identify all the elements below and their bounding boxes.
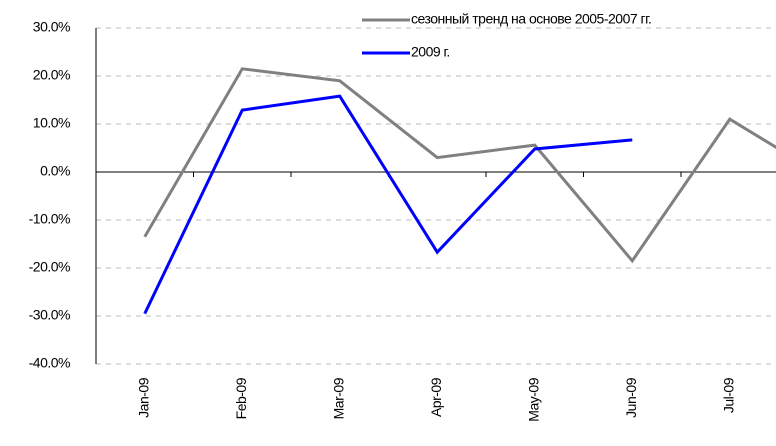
x-tick-label: Jan-09 [135,377,151,418]
y-tick-label: -10.0% [29,211,70,227]
x-tick-label: Jul-09 [720,377,736,413]
series-line [143,67,776,264]
series-line [143,94,633,315]
x-tick-label: Jun-09 [623,377,639,418]
y-tick-label: 10.0% [33,115,70,131]
y-tick-label: 0.0% [40,163,70,179]
x-tick-label: May-09 [525,377,541,421]
y-tick-label: 20.0% [33,67,70,83]
x-tick-label: Apr-09 [428,377,444,417]
y-tick-label: -40.0% [29,355,70,371]
y-tick-label: -20.0% [29,259,70,275]
x-tick-label: Feb-09 [233,377,249,419]
y-tick-label: 30.0% [33,19,70,35]
y-tick-label: -30.0% [29,307,70,323]
x-tick-label: Mar-09 [330,377,346,419]
legend-label: 2009 г. [411,44,450,60]
legend-label: сезонный тренд на основе 2005-2007 гг. [411,11,651,27]
